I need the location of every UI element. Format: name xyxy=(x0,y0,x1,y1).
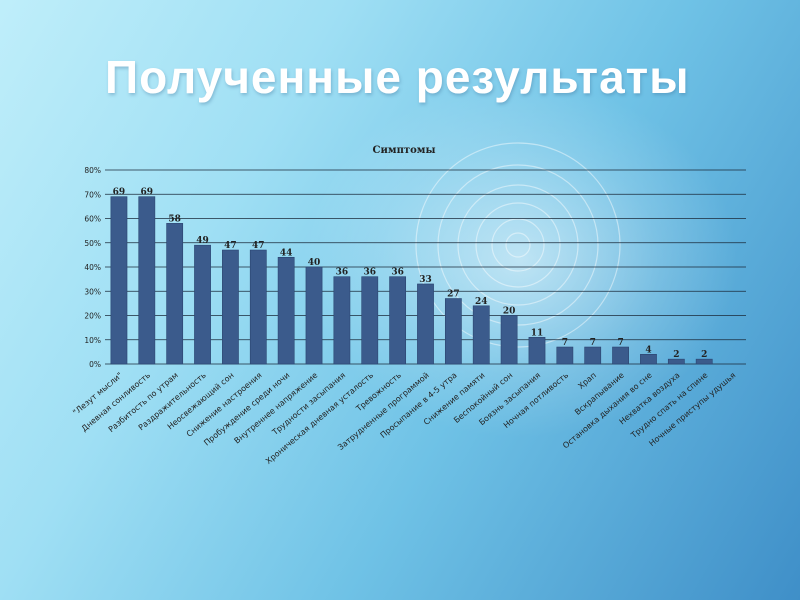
data-label: 7 xyxy=(617,338,623,348)
bar xyxy=(500,315,518,365)
bar xyxy=(556,346,574,365)
chart-title: Симптомы xyxy=(373,145,436,156)
data-label: 7 xyxy=(590,338,596,348)
y-axis-ticks: 0% 10% 20% 30% 40% 50% 60% 70% 80% xyxy=(84,166,101,369)
bar xyxy=(528,337,546,365)
y-tick-label: 60% xyxy=(84,215,101,224)
bar xyxy=(138,196,156,365)
data-labels: 69 69 58 49 47 47 44 40 36 36 36 33 27 24 20 11 7 7 7 4 2 2 xyxy=(113,188,708,360)
data-label: 2 xyxy=(701,350,707,360)
y-tick-label: 20% xyxy=(84,312,101,321)
data-label: 36 xyxy=(363,268,376,278)
data-label: 69 xyxy=(141,188,154,198)
data-label: 47 xyxy=(252,241,265,251)
y-tick-label: 50% xyxy=(84,239,101,248)
data-label: 36 xyxy=(391,268,404,278)
bar xyxy=(417,283,434,365)
slide-title: Полученные результаты xyxy=(105,51,690,103)
data-label: 47 xyxy=(224,241,237,251)
bars xyxy=(110,196,713,365)
bar xyxy=(667,358,685,365)
bar xyxy=(166,223,184,365)
bar xyxy=(584,346,602,365)
y-tick-label: 80% xyxy=(84,166,101,175)
data-label: 27 xyxy=(447,290,460,300)
bar xyxy=(305,266,323,365)
y-tick-label: 0% xyxy=(89,360,101,369)
category-label: Вскрапывание xyxy=(573,371,626,417)
bar xyxy=(361,276,379,365)
category-label: Храп xyxy=(576,371,598,391)
data-label: 20 xyxy=(503,307,516,317)
background-glow xyxy=(300,80,740,440)
bar xyxy=(695,358,713,365)
bar xyxy=(277,256,295,365)
y-tick-label: 40% xyxy=(84,263,101,272)
data-label: 58 xyxy=(168,214,181,224)
y-tick-label: 30% xyxy=(84,287,101,296)
bar xyxy=(389,276,407,365)
y-tick-label: 10% xyxy=(84,336,101,345)
data-label: 4 xyxy=(645,345,651,355)
y-tick-label: 70% xyxy=(84,190,101,199)
data-label: 36 xyxy=(336,268,349,278)
bar xyxy=(194,244,211,365)
data-label: 2 xyxy=(673,350,679,360)
data-label: 24 xyxy=(475,297,488,307)
bar xyxy=(110,196,128,365)
data-label: 40 xyxy=(308,258,321,268)
bar xyxy=(444,298,462,365)
data-label: 49 xyxy=(196,236,209,246)
bar xyxy=(640,353,657,365)
bar xyxy=(249,249,267,365)
data-label: 7 xyxy=(562,338,568,348)
bar xyxy=(472,305,490,365)
data-label: 69 xyxy=(113,188,126,198)
bar xyxy=(333,276,351,365)
data-label: 11 xyxy=(531,328,544,338)
category-labels: "Лезут мысли"Дневная сонливостьРазбитост… xyxy=(71,370,737,465)
bar xyxy=(222,249,239,365)
data-label: 33 xyxy=(419,275,432,285)
bar xyxy=(612,346,629,365)
data-label: 44 xyxy=(280,248,293,258)
